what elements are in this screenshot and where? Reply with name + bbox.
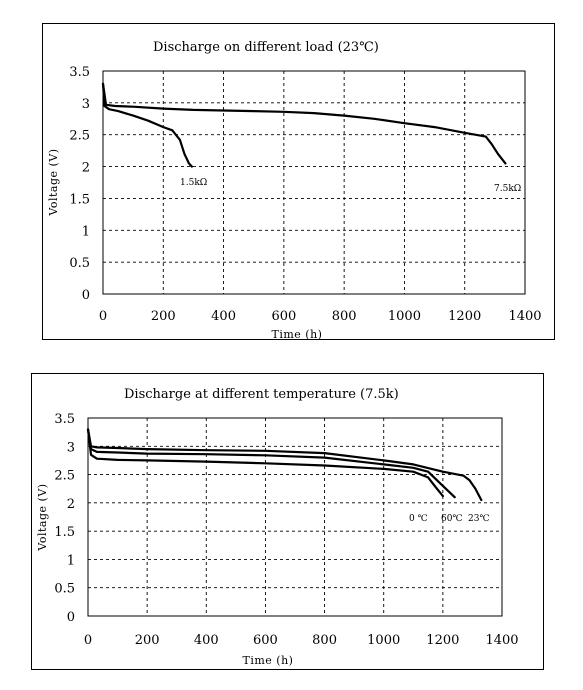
x-tick-label: 400 — [194, 633, 219, 648]
series-line-75k — [101, 82, 507, 165]
y-tick-label: 0.5 — [69, 256, 90, 271]
y-tick-label: 2.5 — [69, 129, 90, 144]
y-tick-label: 0.5 — [54, 582, 75, 597]
chart-title: Discharge on different load (23℃) — [153, 40, 379, 55]
y-tick-label: 2 — [82, 161, 90, 176]
x-tick-label: 1400 — [508, 309, 541, 324]
plot-area-frame — [102, 70, 526, 295]
series-line-23 — [86, 428, 483, 502]
series-annotation: 0 ℃ — [409, 514, 428, 524]
y-tick-label: 1 — [67, 553, 75, 568]
x-tick-label: 800 — [332, 309, 357, 324]
chart-title: Discharge at different temperature (7.5k… — [124, 387, 399, 402]
x-tick-label: 200 — [135, 633, 160, 648]
series-annotation: 1.5kΩ — [180, 178, 207, 188]
series-annotation: 60℃ — [441, 514, 463, 524]
x-axis-title: Time (h) — [243, 654, 294, 667]
y-axis-title: Voltage (V) — [36, 483, 49, 551]
y-tick-label: 0 — [82, 288, 90, 303]
x-axis-title: Time (h) — [272, 328, 323, 341]
y-tick-label: 0 — [67, 610, 75, 625]
series-annotation: 7.5kΩ — [494, 184, 521, 194]
x-tick-label: 600 — [253, 633, 278, 648]
chart-temperature: Discharge at different temperature (7.5k… — [36, 387, 519, 667]
x-tick-label: 800 — [312, 633, 337, 648]
x-tick-label: 1400 — [485, 633, 518, 648]
x-tick-label: 0 — [99, 309, 107, 324]
x-tick-label: 1200 — [448, 309, 481, 324]
x-tick-label: 1000 — [367, 633, 400, 648]
y-tick-label: 2 — [67, 497, 75, 512]
y-tick-label: 3 — [82, 97, 90, 112]
series-annotation: 23℃ — [468, 514, 490, 524]
plot-area-frame — [87, 417, 503, 617]
x-tick-label: 400 — [211, 309, 236, 324]
series-line-0 — [86, 428, 444, 498]
x-tick-label: 0 — [84, 633, 92, 648]
y-axis-title: Voltage (V) — [47, 148, 60, 216]
y-tick-label: 1.5 — [54, 525, 75, 540]
series-line-15k — [101, 82, 193, 168]
chart-panel-load: Discharge on different load (23℃) 0 0.5 1 1.… — [42, 23, 555, 341]
x-tick-label: 200 — [151, 309, 176, 324]
series-line-60 — [86, 428, 456, 499]
y-tick-label: 3.5 — [54, 412, 75, 427]
chart-panel-temperature: Discharge at different temperature (7.5k… — [31, 373, 544, 670]
y-tick-label: 1.5 — [69, 192, 90, 207]
x-tick-label: 1000 — [388, 309, 421, 324]
x-tick-label: 1200 — [426, 633, 459, 648]
y-tick-label: 3 — [67, 440, 75, 455]
y-tick-label: 1 — [82, 224, 90, 239]
chart-load: Discharge on different load (23℃) 0 0.5 1 1.… — [47, 40, 542, 341]
y-tick-label: 2.5 — [54, 469, 75, 484]
y-tick-label: 3.5 — [69, 65, 90, 80]
x-tick-label: 600 — [271, 309, 296, 324]
